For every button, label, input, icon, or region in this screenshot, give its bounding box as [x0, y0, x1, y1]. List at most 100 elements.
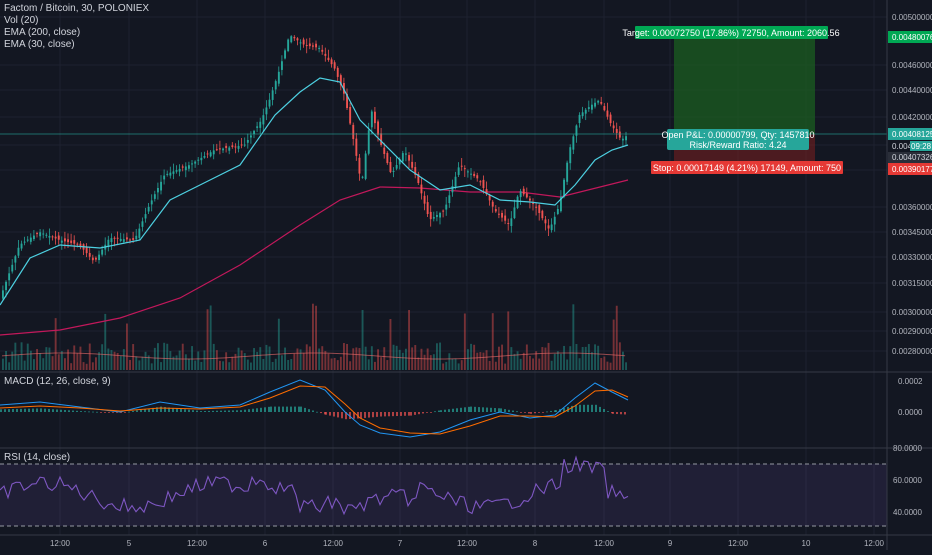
volume-bar [274, 358, 277, 370]
macd-hist-bar [325, 412, 327, 415]
volume-bar [172, 356, 175, 370]
candle-body [436, 215, 438, 217]
macd-hist-bar [72, 410, 74, 412]
volume-bar [48, 347, 51, 370]
candle-body [488, 195, 491, 201]
candle-body [473, 173, 476, 177]
open-pl-label-group[interactable]: Open P&L: 0.00000799, Qty: 1457810 Risk/… [661, 129, 815, 150]
macd-hist-bar [384, 412, 386, 417]
volume-bar [296, 348, 299, 370]
stop-label-group[interactable]: Stop: 0.00017149 (4.21%) 17149, Amount: … [651, 161, 843, 174]
volume-bar [287, 359, 290, 370]
candle-body [383, 147, 386, 154]
time-tick-label: 12:00 [728, 539, 749, 548]
volume-bar [281, 355, 283, 370]
macd-hist-bar [498, 408, 500, 412]
macd-hist-bar [298, 406, 300, 412]
stop-label-box[interactable] [651, 161, 843, 174]
candle-body [377, 121, 379, 135]
macd-hist-bar [68, 410, 70, 412]
volume-bar [42, 358, 45, 370]
macd-hist-bar [353, 412, 355, 419]
time-axis[interactable]: 12:00 5 12:00 6 12:00 7 12:00 8 12:00 9 12:00 10 12:… [50, 539, 885, 548]
volume-bar [355, 347, 358, 370]
rsi-tick-label: 40.0000 [893, 508, 922, 517]
candle-body [411, 161, 414, 168]
candle-body [135, 235, 138, 240]
volume-bar [265, 344, 268, 370]
macd-hist-bar [448, 409, 450, 412]
target-label-group[interactable]: Target: 0.00072750 (17.86%) 72750, Amoun… [622, 26, 840, 39]
candle-body [405, 153, 407, 155]
candle-body [144, 214, 147, 219]
macd-hist-bar [308, 409, 310, 412]
candle-body [67, 239, 69, 243]
time-tick-label: 12:00 [864, 539, 885, 548]
volume-bar [126, 323, 128, 370]
candle-body [563, 179, 565, 197]
macd-hist-bar [333, 412, 335, 417]
volume-bar [556, 351, 559, 370]
macd-hist-bar [32, 408, 34, 412]
ema200-indicator-label[interactable]: EMA (200, close) [4, 27, 81, 38]
macd-hist-bar [438, 410, 440, 412]
volume-bar [529, 355, 531, 370]
volume-bar [457, 363, 460, 370]
macd-hist-bar [490, 407, 492, 412]
candle-body [178, 168, 181, 172]
time-tick-label: 10 [802, 539, 811, 548]
candle-body [296, 38, 299, 41]
macd-hist-bar [264, 407, 266, 412]
macd-pane-label[interactable]: MACD (12, 26, close, 9) [4, 376, 111, 387]
candle-body [491, 201, 494, 207]
volume-bar [544, 347, 547, 370]
candle-body [625, 136, 627, 141]
macd-hist-bar [528, 412, 530, 414]
volume-bar [95, 357, 97, 370]
macd-hist-bar [4, 409, 6, 412]
macd-hist-bar [520, 412, 522, 413]
vol-indicator-label[interactable]: Vol (20) [4, 15, 39, 26]
candle-body [200, 157, 203, 161]
macd-hist-bar [0, 409, 2, 412]
macd-hist-bar [312, 410, 314, 412]
candle-body [352, 124, 355, 139]
volume-bar [262, 358, 265, 370]
macd-hist-bar [60, 409, 62, 412]
volume-bar [23, 360, 26, 370]
candle-body [445, 204, 448, 210]
volume-bar [612, 319, 615, 370]
volume-bar [615, 305, 618, 370]
rsi-pane-label[interactable]: RSI (14, close) [4, 452, 71, 463]
volume-bar [578, 358, 581, 370]
volume-bar [225, 352, 228, 370]
candle-body [330, 59, 333, 65]
volume-bar [364, 346, 367, 370]
volume-bar [572, 304, 575, 370]
candle-body [510, 218, 513, 227]
open-pl-label-box[interactable] [667, 129, 809, 150]
volume-bar [98, 352, 100, 370]
volume-bar [603, 356, 606, 370]
volume-bar [39, 353, 42, 370]
symbol-title[interactable]: Factom / Bitcoin, 30, POLONIEX [4, 3, 150, 14]
candle-body [79, 243, 82, 247]
rsi-axis[interactable]: 80.0000 60.0000 40.0000 [893, 444, 922, 517]
macd-hist-bar [571, 405, 573, 412]
volume-bar [67, 349, 69, 370]
candle-body [494, 209, 497, 212]
candle-body [150, 200, 153, 205]
macd-axis[interactable]: 0.0002 0.0000 [898, 377, 923, 417]
price-axis[interactable]: 0.00500000 0.00460000 0.00440000 0.00420000… [892, 13, 932, 356]
candle-body [184, 166, 187, 171]
macd-hist-bar [24, 408, 26, 412]
target-label-box[interactable] [635, 26, 828, 39]
volume-bar [150, 363, 153, 370]
candle-body [212, 150, 215, 155]
price-tick-label: 0.00300000 [892, 308, 932, 317]
ema30-indicator-label[interactable]: EMA (30, close) [4, 39, 75, 50]
candle-body [274, 81, 277, 90]
volume-bar [618, 342, 621, 370]
